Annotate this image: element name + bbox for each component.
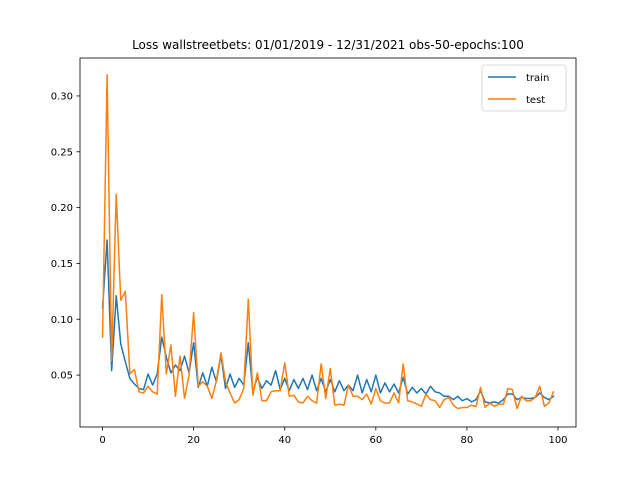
- x-tick-label: 100: [548, 435, 567, 446]
- x-tick-label: 60: [369, 435, 382, 446]
- legend-box: [481, 64, 567, 112]
- chart-title: Loss wallstreetbets: 01/01/2019 - 12/31/…: [132, 38, 524, 52]
- legend-label-test: test: [526, 95, 545, 106]
- y-tick-label: 0.30: [51, 91, 73, 102]
- y-tick-label: 0.20: [51, 203, 73, 214]
- series-line-test: [101, 74, 555, 410]
- y-tick-label: 0.15: [51, 259, 73, 270]
- x-tick-label: 80: [461, 435, 474, 446]
- x-tick-label: 0: [99, 435, 105, 446]
- plot-area: [101, 74, 555, 410]
- x-tick-label: 40: [278, 435, 291, 446]
- y-tick-label: 0.25: [51, 147, 73, 158]
- axes: 0 20 40 60 80 100 0.05 0.10 0.15 0.20 0.25 0.30: [51, 57, 577, 446]
- x-tick-label: 20: [187, 435, 200, 446]
- legend: train test: [481, 64, 567, 112]
- y-tick-label: 0.10: [51, 315, 73, 326]
- axes-frame: [79, 57, 577, 428]
- y-tick-label: 0.05: [51, 371, 73, 382]
- legend-label-train: train: [526, 73, 549, 84]
